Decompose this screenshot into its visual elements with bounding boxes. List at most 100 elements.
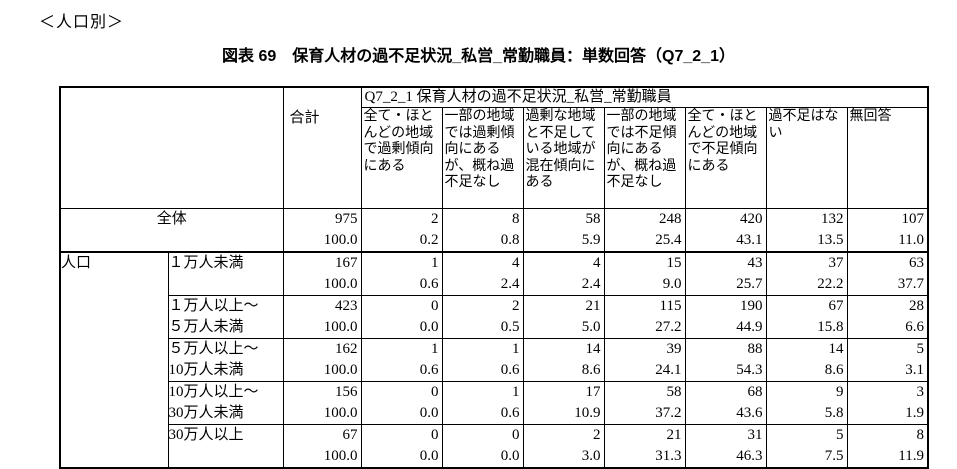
overall-row: 全体 975 100.0 2 0.2 8 0.8 58 5.9 248 25.4 420 43.1 132… (59, 208, 929, 253)
crosstab-table: 合計 Q7_2_1 保育人材の過不足状況_私営_常勤職員 全て・ほとんどの地域で… (59, 86, 929, 469)
count-value: 2 (512, 298, 520, 314)
percent-value: 6.6 (905, 319, 924, 335)
row-label: 10万人以上～ 30万人未満 (167, 381, 284, 425)
value-cell: 8 0.8 (441, 208, 524, 253)
value-cell: 132 13.5 (765, 208, 848, 253)
value-cell: 420 43.1 (684, 208, 767, 253)
percent-value: 5.0 (581, 319, 601, 335)
answer-header-surplus-all: 全て・ほとんどの地域で過剰傾向にある (360, 107, 443, 209)
section-label: ＜人口別＞ (39, 14, 125, 31)
percent-value: 9.0 (662, 276, 682, 292)
row-group-label: 人口 (59, 251, 169, 469)
group-header-row: 合計 Q7_2_1 保育人材の過不足状況_私営_常勤職員 (59, 86, 929, 209)
percent-value: 43.6 (736, 405, 763, 421)
count-value: 88 (747, 341, 763, 357)
value-cell: 58 5.9 (522, 208, 605, 253)
percent-value: 37.7 (897, 276, 924, 292)
percent-value: 0.6 (419, 362, 439, 378)
value-cell: 190 44.9 (684, 295, 767, 339)
count-value: 5 (836, 427, 844, 443)
count-value: 31 (747, 427, 763, 443)
value-cell: 115 27.2 (603, 295, 686, 339)
value-cell: 5 3.1 (846, 338, 929, 382)
value-cell: 21 31.3 (603, 424, 686, 469)
count-value: 68 (747, 384, 763, 400)
percent-value: 2.4 (500, 276, 520, 292)
count-value: 423 (335, 298, 358, 314)
count-value: 8 (512, 211, 520, 227)
percent-value: 11.0 (898, 232, 924, 248)
count-value: 167 (335, 255, 358, 271)
value-cell: 4 2.4 (441, 251, 524, 296)
corner-cell (59, 86, 284, 209)
value-cell: 107 11.0 (846, 208, 929, 253)
percent-value: 100.0 (323, 232, 358, 248)
count-value: 43 (747, 255, 763, 271)
question-group-header: Q7_2_1 保育人材の過不足状況_私営_常勤職員 (360, 86, 929, 108)
percent-value: 54.3 (736, 362, 763, 378)
count-value: 1 (431, 341, 439, 357)
value-cell: 37 22.2 (765, 251, 848, 296)
percent-value: 3.0 (581, 448, 601, 464)
total-cell: 423 100.0 (282, 295, 362, 339)
percent-value: 25.7 (736, 276, 763, 292)
table-row: 30万人以上 67 100.0 0 0.0 0 0.0 2 3.0 21 31.3 31 46.3 5 7.… (60, 424, 929, 469)
count-value: 17 (585, 384, 601, 400)
value-cell: 0 0.0 (360, 295, 443, 339)
value-cell: 14 8.6 (765, 338, 848, 382)
percent-value: 8.6 (581, 362, 601, 378)
answer-header-row: 全て・ほとんどの地域で過剰傾向にある 一部の地域では過剰傾向にあるが、概ね過不足… (60, 107, 929, 209)
value-cell: 1 0.6 (360, 251, 443, 296)
percent-value: 0.0 (419, 405, 439, 421)
value-cell: 21 5.0 (522, 295, 605, 339)
row-label: ５万人以上～ 10万人未満 (167, 338, 284, 382)
percent-value: 0.0 (419, 319, 439, 335)
count-value: 37 (828, 255, 844, 271)
count-value: 2 (593, 427, 601, 443)
count-value: 115 (659, 298, 682, 314)
count-value: 2 (431, 211, 439, 227)
count-value: 28 (909, 298, 924, 314)
count-value: 9 (836, 384, 844, 400)
count-value: 1 (512, 384, 520, 400)
percent-value: 22.2 (817, 276, 844, 292)
value-cell: 3 1.9 (846, 381, 929, 425)
count-value: 14 (585, 341, 601, 357)
percent-value: 100.0 (323, 448, 358, 464)
count-value: 67 (342, 427, 358, 443)
answer-header-balanced: 過不足はない (765, 107, 848, 209)
row-label: １万人以上～ ５万人未満 (167, 295, 284, 339)
count-value: 975 (335, 211, 358, 227)
count-value: 63 (909, 255, 924, 271)
total-cell: 67 100.0 (282, 424, 362, 469)
answer-header-shortage-partial: 一部の地域では不足傾向にあるが、概ね過不足なし (603, 107, 686, 209)
value-cell: 4 2.4 (522, 251, 605, 296)
percent-value: 5.9 (581, 232, 601, 248)
percent-value: 46.3 (736, 448, 763, 464)
percent-value: 0.6 (500, 405, 520, 421)
count-value: 156 (335, 384, 358, 400)
value-cell: 1 0.6 (441, 381, 524, 425)
percent-value: 8.6 (824, 362, 844, 378)
percent-value: 2.4 (581, 276, 601, 292)
value-cell: 15 9.0 (603, 251, 686, 296)
percent-value: 0.5 (500, 319, 520, 335)
count-value: 190 (740, 298, 763, 314)
value-cell: 88 54.3 (684, 338, 767, 382)
table-row: 人口 １万人未満 167 100.0 1 0.6 4 2.4 4 2.4 15 9.0 43 25.7 37… (59, 251, 929, 469)
value-cell: 5 7.5 (765, 424, 848, 469)
total-cell: 975 100.0 (282, 208, 362, 253)
table-row: ５万人以上～ 10万人未満 162 100.0 1 0.6 1 0.6 14 8.6 39 24.1… (60, 338, 929, 382)
total-column-header: 合計 (282, 86, 362, 209)
value-cell: 1 0.6 (360, 338, 443, 382)
count-value: 15 (666, 255, 682, 271)
percent-value: 10.9 (574, 405, 601, 421)
value-cell: 9 5.8 (765, 381, 848, 425)
value-cell: 2 0.2 (360, 208, 443, 253)
answer-header-shortage-all: 全て・ほとんどの地域で不足傾向にある (684, 107, 767, 209)
count-value: 67 (828, 298, 844, 314)
count-value: 0 (512, 427, 520, 443)
value-cell: 39 24.1 (603, 338, 686, 382)
percent-value: 100.0 (323, 276, 358, 292)
count-value: 8 (916, 427, 925, 443)
